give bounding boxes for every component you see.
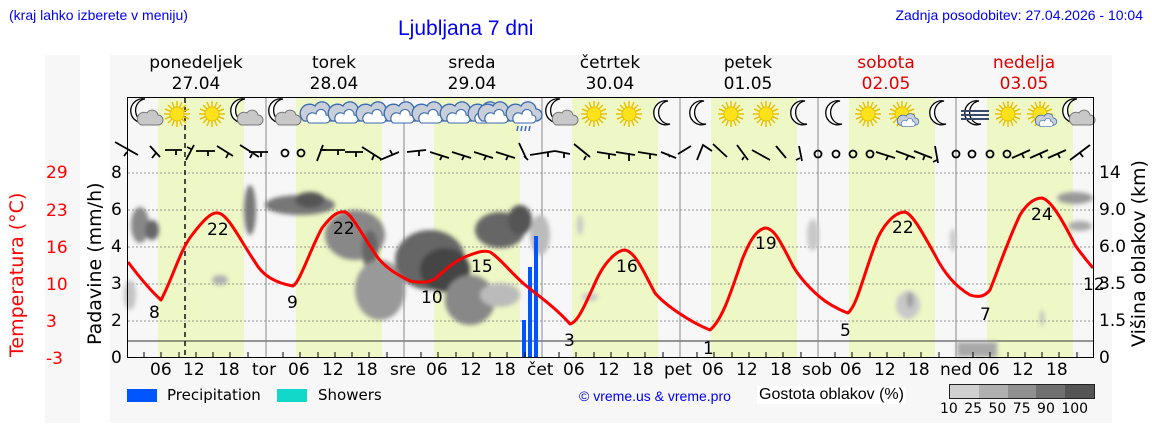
x-tick-day: sre bbox=[390, 360, 416, 380]
day-header: sreda 29.04 bbox=[447, 53, 497, 94]
x-tick: 18 bbox=[908, 360, 930, 380]
svg-text:16: 16 bbox=[616, 257, 638, 277]
showers-legend-swatch bbox=[277, 389, 307, 402]
cloud-density-ticks: 10 25 50 75 90 100 bbox=[940, 401, 1089, 417]
x-tick: 06 bbox=[426, 360, 448, 380]
day-header: petek 01.05 bbox=[723, 53, 773, 94]
cloud-tick: 1.5 bbox=[1099, 311, 1127, 331]
svg-text:3: 3 bbox=[564, 331, 575, 351]
x-tick: 18 bbox=[1046, 360, 1068, 380]
cloud-tick: 6.0 bbox=[1099, 237, 1127, 257]
x-tick: 12 bbox=[736, 360, 758, 380]
svg-text:10: 10 bbox=[421, 288, 443, 308]
plot-area-frame bbox=[127, 97, 1094, 358]
x-tick-day: sob bbox=[802, 360, 833, 380]
temp-tick: 29 bbox=[46, 163, 68, 183]
x-tick: 12 bbox=[322, 360, 344, 380]
day-header: torek 28.04 bbox=[309, 53, 359, 94]
temp-tick: 10 bbox=[46, 275, 68, 295]
x-tick: 06 bbox=[288, 360, 310, 380]
x-tick: 18 bbox=[632, 360, 654, 380]
svg-text:7: 7 bbox=[980, 305, 991, 325]
x-tick-day: ned bbox=[940, 360, 973, 380]
precip-tick: 3 bbox=[111, 274, 122, 294]
svg-text:9: 9 bbox=[287, 293, 298, 313]
temperature-line bbox=[126, 196, 1095, 332]
x-tick: 06 bbox=[978, 360, 1000, 380]
precip-tick: 6 bbox=[111, 200, 122, 220]
cloud-density-colorbar bbox=[949, 384, 1095, 399]
day-header: ponedeljek 27.04 bbox=[149, 53, 243, 94]
x-tick: 18 bbox=[494, 360, 516, 380]
svg-text:5: 5 bbox=[840, 321, 851, 341]
temperature-axis-panel bbox=[45, 55, 80, 423]
cloud-tick: 9.0 bbox=[1099, 200, 1127, 220]
copyright-link[interactable]: © vreme.us & vreme.pro bbox=[579, 388, 731, 404]
x-tick: 06 bbox=[563, 360, 585, 380]
precipitation-legend-label: Precipitation bbox=[167, 386, 261, 404]
svg-text:22: 22 bbox=[333, 219, 355, 239]
x-tick: 18 bbox=[218, 360, 240, 380]
svg-text:24: 24 bbox=[1031, 205, 1053, 225]
x-tick: 06 bbox=[702, 360, 724, 380]
x-tick: 12 bbox=[598, 360, 620, 380]
precip-tick: 4 bbox=[111, 237, 122, 257]
day-header-weekend: nedelja 03.05 bbox=[992, 53, 1056, 94]
temp-tick: -3 bbox=[46, 349, 63, 369]
x-tick-day: tor bbox=[252, 360, 277, 380]
x-tick: 06 bbox=[840, 360, 862, 380]
svg-text:8: 8 bbox=[149, 303, 160, 323]
temp-tick: 3 bbox=[46, 312, 57, 332]
x-tick-day: čet bbox=[527, 360, 554, 380]
weather-icons-row bbox=[131, 99, 1095, 132]
day-header-weekend: sobota 02.05 bbox=[857, 53, 915, 94]
precipitation-bars bbox=[522, 236, 538, 358]
cloud-density-label: Gostota oblakov (%) bbox=[757, 386, 906, 404]
svg-text:22: 22 bbox=[892, 218, 914, 238]
temp-tick: 23 bbox=[46, 201, 68, 221]
cloud-tick: 3.5 bbox=[1099, 274, 1127, 294]
x-tick: 12 bbox=[1012, 360, 1034, 380]
showers-legend-label: Showers bbox=[318, 386, 382, 404]
cloud-tick: 0 bbox=[1099, 348, 1110, 368]
x-tick: 18 bbox=[770, 360, 792, 380]
x-tick: 12 bbox=[183, 360, 205, 380]
last-update: Zadnja posodobitev: 27.04.2026 - 10:04 bbox=[895, 7, 1143, 23]
x-tick: 06 bbox=[150, 360, 172, 380]
wind-barbs-row bbox=[114, 141, 1091, 164]
svg-text:1: 1 bbox=[703, 339, 714, 359]
precip-tick: 8 bbox=[111, 163, 122, 183]
precip-tick: 2 bbox=[111, 311, 122, 331]
x-tick: 12 bbox=[874, 360, 896, 380]
svg-text:19: 19 bbox=[755, 234, 777, 254]
x-tick: 12 bbox=[460, 360, 482, 380]
cloud-tick: 14 bbox=[1099, 163, 1121, 183]
x-tick-day: pet bbox=[664, 360, 692, 380]
svg-text:15: 15 bbox=[471, 257, 493, 277]
temp-tick: 16 bbox=[46, 238, 68, 258]
x-tick: 18 bbox=[356, 360, 378, 380]
svg-text:22: 22 bbox=[207, 220, 229, 240]
precipitation-legend-swatch bbox=[127, 389, 157, 402]
precip-tick: 0 bbox=[111, 348, 122, 368]
page-title: Ljubljana 7 dni bbox=[398, 17, 534, 40]
day-header: četrtek 30.04 bbox=[579, 53, 641, 94]
region-hint[interactable]: (kraj lahko izberete v meniju) bbox=[9, 7, 188, 23]
